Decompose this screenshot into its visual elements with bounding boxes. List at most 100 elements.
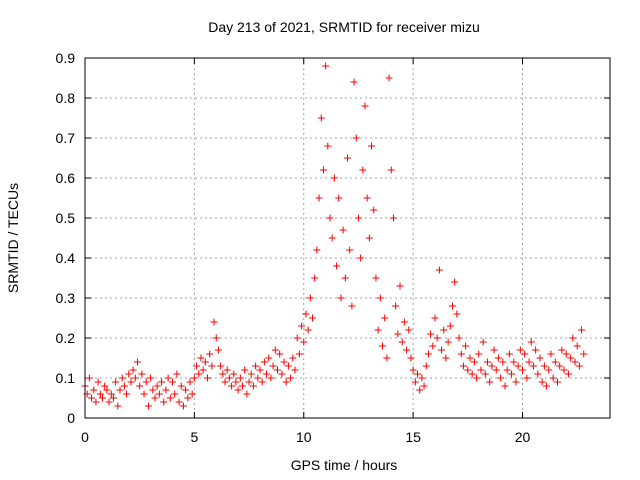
- data-point: [333, 262, 341, 270]
- data-point: [368, 142, 376, 150]
- y-tick-label: 0.8: [56, 90, 76, 106]
- data-point: [525, 358, 533, 366]
- data-point: [149, 386, 157, 394]
- data-point: [354, 214, 362, 222]
- data-point: [379, 342, 386, 350]
- data-point: [201, 358, 209, 366]
- data-point: [127, 378, 135, 386]
- data-point: [182, 386, 190, 394]
- data-point: [449, 302, 456, 310]
- data-point: [223, 366, 231, 374]
- data-point: [429, 342, 437, 350]
- data-point: [352, 134, 360, 142]
- y-axis-title: SRMTID / TECUs: [5, 183, 21, 293]
- data-point: [505, 350, 513, 358]
- data-point: [466, 354, 474, 362]
- data-point: [311, 274, 319, 282]
- data-point: [298, 322, 306, 330]
- data-point: [199, 366, 207, 374]
- data-point: [571, 358, 579, 366]
- data-point: [236, 374, 244, 382]
- data-point: [300, 338, 308, 346]
- data-point: [88, 394, 96, 402]
- data-point: [188, 390, 196, 398]
- data-point: [551, 358, 559, 366]
- data-point: [315, 194, 323, 202]
- data-point: [521, 350, 529, 358]
- data-point: [462, 342, 470, 350]
- data-point: [424, 350, 432, 358]
- y-tick-labels: 0 0.1 0.2 0.3 0.4 0.5 0.6 0.7 0.8 0.9: [56, 50, 76, 426]
- data-point: [451, 278, 459, 286]
- data-point: [374, 326, 382, 334]
- data-point: [385, 74, 393, 82]
- data-point: [543, 382, 551, 390]
- data-point: [516, 346, 524, 354]
- data-point: [414, 370, 421, 378]
- data-point: [337, 294, 345, 302]
- data-point: [142, 378, 150, 386]
- data-point: [210, 318, 218, 326]
- data-point: [575, 362, 583, 370]
- data-point: [136, 382, 144, 390]
- data-point: [291, 366, 299, 374]
- data-point: [339, 226, 347, 234]
- x-axis-title: GPS time / hours: [291, 457, 398, 473]
- data-point: [376, 294, 384, 302]
- data-point: [532, 346, 540, 354]
- data-point: [330, 174, 338, 182]
- data-point: [547, 350, 555, 358]
- data-point: [276, 350, 284, 358]
- data-point: [562, 350, 570, 358]
- data-point: [435, 266, 443, 274]
- data-point: [540, 362, 548, 370]
- x-tick-label: 15: [405, 429, 421, 445]
- data-point: [267, 374, 275, 382]
- data-point: [420, 382, 428, 390]
- data-point: [411, 378, 419, 386]
- data-point: [503, 366, 511, 374]
- data-point: [249, 382, 257, 390]
- x-tick-label: 10: [296, 429, 312, 445]
- data-point: [245, 378, 253, 386]
- data-point: [328, 234, 336, 242]
- data-point: [481, 370, 489, 378]
- data-point: [120, 382, 128, 390]
- data-point: [214, 346, 222, 354]
- data-point: [567, 354, 575, 362]
- data-point: [258, 378, 266, 386]
- data-point: [144, 402, 152, 410]
- data-point: [186, 378, 194, 386]
- data-point: [453, 310, 461, 318]
- data-point: [173, 370, 181, 378]
- data-point: [287, 374, 295, 382]
- data-point: [99, 394, 106, 402]
- data-point: [160, 398, 168, 406]
- data-point: [558, 346, 566, 354]
- data-point: [381, 314, 389, 322]
- data-point: [151, 394, 159, 402]
- data-point: [309, 314, 316, 322]
- data-point: [109, 394, 117, 402]
- x-tick-labels: 0 5 10 15 20: [81, 429, 530, 445]
- data-point: [350, 78, 358, 86]
- x-tick-label: 0: [81, 429, 89, 445]
- data-point: [497, 374, 505, 382]
- data-point: [409, 366, 417, 374]
- data-point: [322, 62, 330, 70]
- data-point: [512, 378, 520, 386]
- data-point: [398, 338, 406, 346]
- data-point: [346, 246, 354, 254]
- data-points: [81, 62, 588, 410]
- data-point: [573, 342, 581, 350]
- data-point: [85, 374, 93, 382]
- data-point: [433, 334, 441, 342]
- data-point: [252, 362, 260, 370]
- data-point: [304, 326, 312, 334]
- plot-frame: [84, 57, 611, 419]
- data-point: [166, 394, 174, 402]
- data-point: [407, 354, 415, 362]
- data-point: [175, 398, 183, 406]
- data-point: [123, 390, 131, 398]
- data-point: [484, 358, 491, 366]
